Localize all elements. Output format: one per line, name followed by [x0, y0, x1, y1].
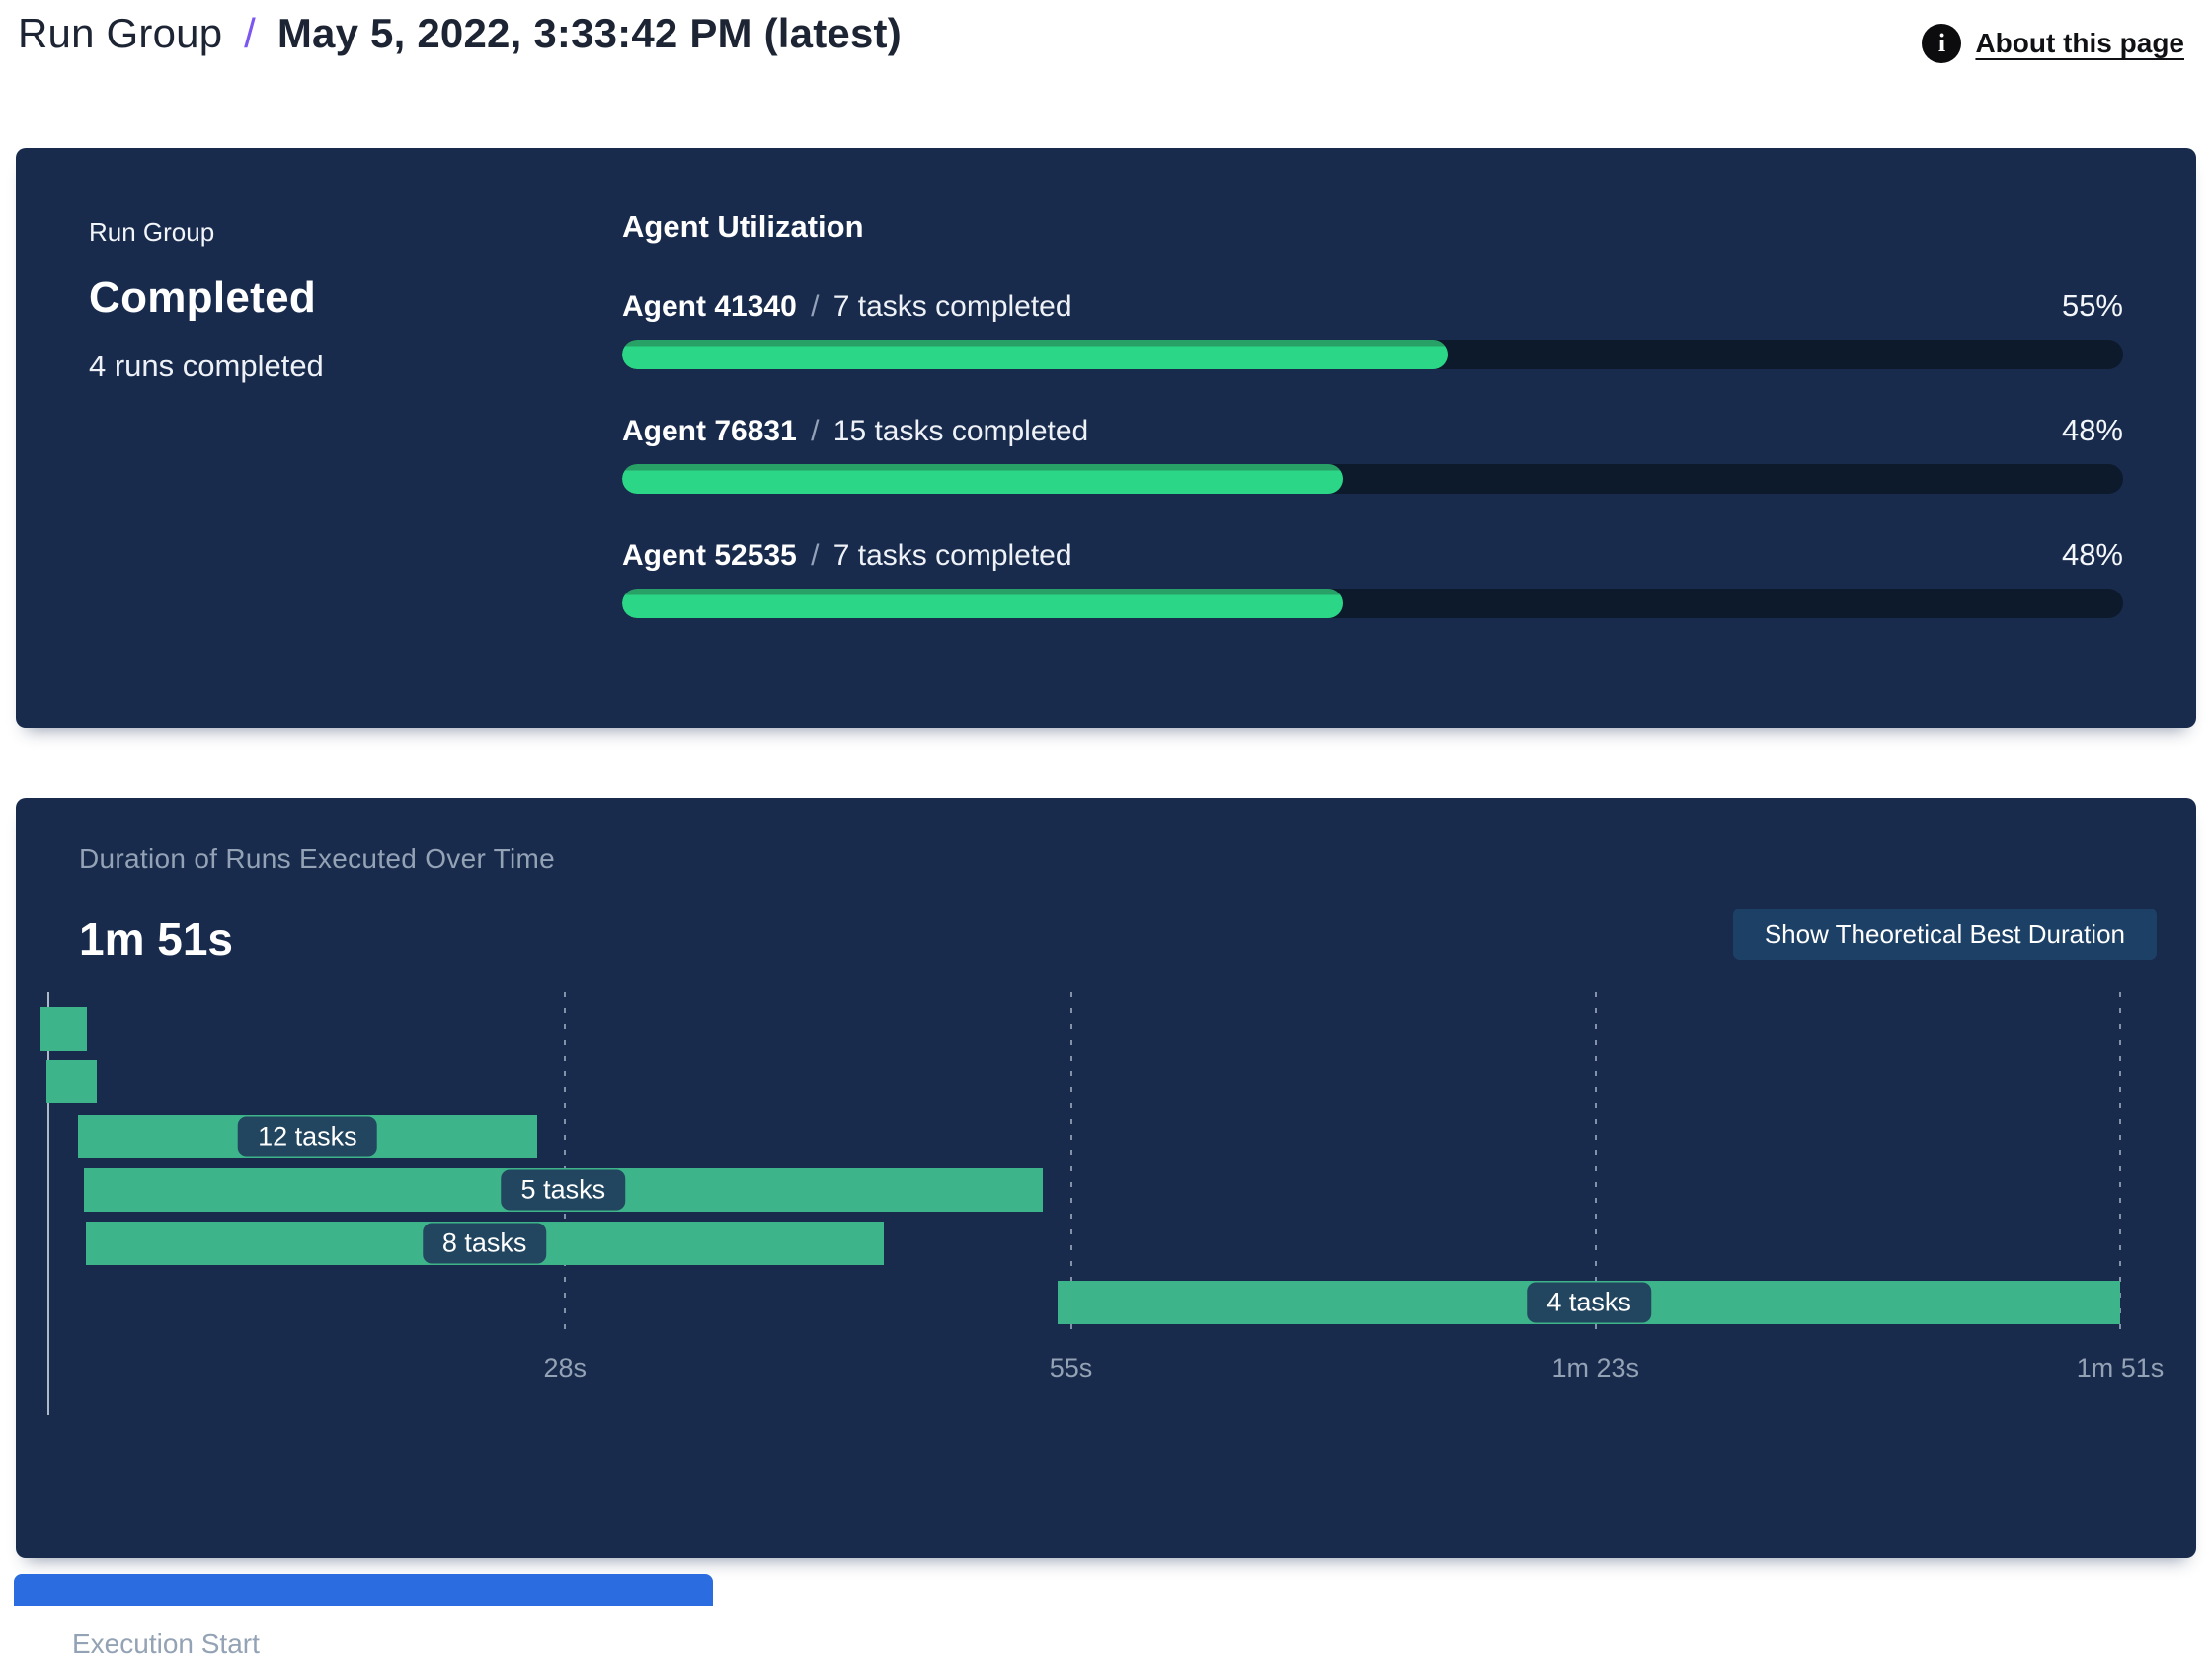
info-icon: i [1922, 24, 1962, 63]
run-group-eyebrow: Run Group [89, 217, 215, 247]
gantt-gridline [564, 992, 567, 1338]
agent-utilization-title: Agent Utilization [622, 209, 864, 244]
x-axis-tick-label: 1m 51s [2076, 1353, 2165, 1383]
utilization-bar-fill [622, 464, 1343, 494]
run-duration-bar[interactable] [45, 1060, 97, 1103]
agent-name-separator: / [802, 539, 828, 572]
agent-utilization-percent: 48% [2061, 537, 2123, 572]
page-header: Run Group / May 5, 2022, 3:33:42 PM (lat… [0, 0, 2212, 99]
agent-name: Agent 52535 [622, 539, 797, 572]
run-duration-bar[interactable]: 8 tasks [85, 1222, 884, 1265]
task-count-pill: 5 tasks [501, 1169, 626, 1211]
utilization-bar-track [622, 589, 2123, 618]
gantt-chart: 12 tasks 5 tasks 8 tasks 4 tasks 28s 55s 1m 2… [40, 992, 2164, 1659]
agent-utilization-list: Agent 41340 / 7 tasks completed 55% Agen… [622, 288, 2123, 618]
gantt-gridline [2119, 992, 2121, 1338]
utilization-bar-fill [622, 589, 1343, 618]
run-duration-bar[interactable]: 5 tasks [83, 1168, 1044, 1212]
task-count-pill: 4 tasks [1527, 1282, 1651, 1323]
duration-chart-card: Duration of Runs Executed Over Time 1m 5… [16, 798, 2196, 1659]
gantt-gridline [1069, 992, 1072, 1338]
breadcrumb: Run Group / May 5, 2022, 3:33:42 PM (lat… [18, 10, 902, 57]
gantt-gridline [1594, 992, 1597, 1338]
run-group-status: Completed [89, 274, 317, 322]
x-axis-tick-label: 28s [543, 1353, 588, 1383]
agent-tasks-completed: 7 tasks completed [832, 539, 1072, 572]
agent-utilization-section: Agent Utilization Agent 41340 / 7 tasks … [622, 209, 2123, 618]
run-group-status-block: Run Group Completed 4 runs completed [89, 217, 324, 384]
agent-utilization-row: Agent 76831 / 15 tasks completed 48% [622, 413, 2123, 494]
about-this-page-label: About this page [1975, 28, 2184, 58]
agent-utilization-row: Agent 52535 / 7 tasks completed 48% [622, 537, 2123, 618]
run-duration-bar[interactable] [40, 1007, 88, 1051]
breadcrumb-separator: / [244, 10, 256, 56]
task-count-pill: 12 tasks [238, 1116, 377, 1157]
utilization-bar-fill [622, 340, 1448, 369]
task-count-pill: 8 tasks [422, 1223, 547, 1264]
agent-tasks-completed: 7 tasks completed [832, 290, 1072, 323]
agent-utilization-percent: 48% [2061, 413, 2123, 447]
show-theoretical-best-duration-button[interactable]: Show Theoretical Best Duration [1732, 909, 2157, 960]
x-axis-tick-label: 1m 23s [1551, 1353, 1640, 1383]
agent-utilization-percent: 55% [2061, 288, 2123, 323]
agent-name-separator: / [802, 415, 828, 447]
total-duration-value: 1m 51s [79, 913, 234, 965]
duration-chart-title: Duration of Runs Executed Over Time [79, 843, 556, 874]
utilization-bar-track [622, 340, 2123, 369]
next-section-peek [14, 1574, 713, 1606]
breadcrumb-run-group[interactable]: Run Group [18, 10, 223, 56]
run-duration-bar[interactable]: 4 tasks [1058, 1281, 2120, 1324]
agent-utilization-row: Agent 41340 / 7 tasks completed 55% [622, 288, 2123, 369]
about-this-page-link[interactable]: i About this page [1922, 24, 2184, 63]
execution-start-label: Execution Start [72, 1628, 260, 1659]
agent-name: Agent 41340 [622, 290, 797, 323]
x-axis-tick-label: 55s [1049, 1353, 1093, 1383]
execution-start-axis-line [47, 992, 49, 1415]
run-group-summary-card: Run Group Completed 4 runs completed Age… [16, 148, 2196, 728]
runs-completed-count: 4 runs completed [89, 349, 324, 383]
agent-name-separator: / [802, 290, 828, 323]
agent-name: Agent 76831 [622, 415, 797, 447]
utilization-bar-track [622, 464, 2123, 494]
agent-tasks-completed: 15 tasks completed [832, 415, 1089, 447]
run-duration-bar[interactable]: 12 tasks [77, 1115, 537, 1158]
breadcrumb-current-run: May 5, 2022, 3:33:42 PM (latest) [276, 10, 902, 56]
